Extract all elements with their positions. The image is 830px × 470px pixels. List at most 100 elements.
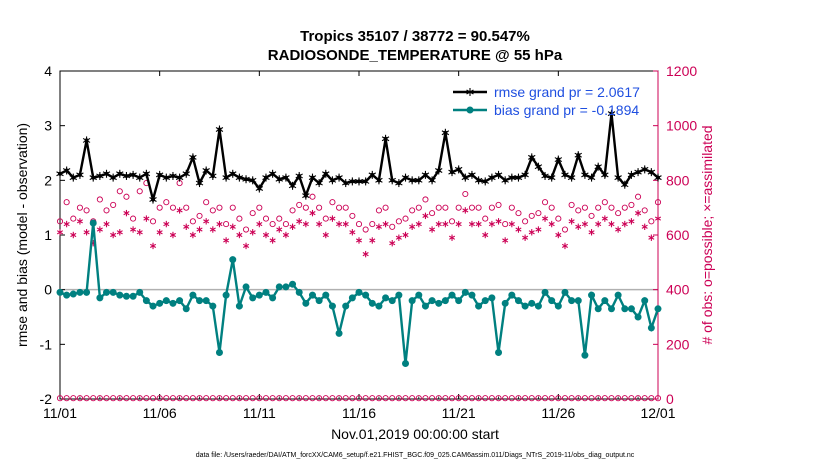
- assimilated-point: [402, 231, 409, 239]
- bias-point: [574, 297, 582, 305]
- rejected-point: [568, 395, 575, 402]
- possible-point: [203, 199, 210, 206]
- possible-point: [110, 201, 117, 208]
- possible-point: [329, 199, 336, 206]
- bias-point: [328, 302, 336, 310]
- bias-point: [634, 313, 642, 321]
- rmse-point: [634, 168, 642, 177]
- rmse-point: [135, 173, 144, 182]
- legend-bias-marker: [466, 106, 474, 114]
- assimilated-point: [203, 218, 210, 225]
- bias-point: [362, 291, 370, 299]
- rmse-point: [282, 173, 290, 182]
- rejected-point: [422, 395, 429, 402]
- x-tick-label: 11/16: [342, 405, 376, 421]
- bias-point: [647, 324, 655, 332]
- rmse-point: [375, 176, 383, 185]
- y-tick-label-right: 400: [666, 282, 690, 298]
- rejected-point: [628, 395, 635, 402]
- assimilated-point: [515, 226, 522, 233]
- rejected-point: [110, 395, 117, 402]
- possible-point: [256, 204, 263, 211]
- bias-point: [235, 302, 243, 310]
- possible-point: [429, 210, 436, 217]
- assimilated-point: [595, 220, 602, 228]
- rejected-point: [176, 395, 183, 402]
- possible-point: [229, 204, 236, 211]
- rejected-point: [209, 395, 216, 402]
- possible-point: [196, 212, 203, 219]
- assimilated-point: [329, 215, 336, 222]
- rejected-point: [83, 395, 90, 402]
- series-lines-group: [56, 109, 662, 367]
- y-tick-label-left: -1: [40, 336, 53, 352]
- bias-point: [348, 294, 356, 302]
- rejected-point: [90, 395, 97, 402]
- rejected-point: [548, 395, 555, 402]
- possible-point: [309, 193, 316, 200]
- assimilated-point: [216, 220, 223, 228]
- bias-point: [468, 291, 476, 299]
- rmse-point: [654, 173, 662, 182]
- bias-point: [581, 351, 589, 359]
- possible-point: [382, 204, 389, 211]
- assimilated-point: [236, 231, 243, 239]
- rmse-point: [594, 162, 602, 171]
- rmse-point: [56, 169, 64, 178]
- rmse-point: [322, 169, 330, 178]
- rmse-point: [315, 179, 323, 188]
- assimilated-point: [382, 220, 389, 228]
- possible-point: [302, 204, 309, 211]
- assimilated-point: [561, 242, 569, 250]
- bias-point: [641, 297, 649, 305]
- rejected-point: [468, 395, 476, 402]
- bias-point: [554, 302, 562, 310]
- possible-point: [541, 199, 549, 206]
- assimilated-point: [70, 231, 77, 239]
- bias-point: [601, 297, 609, 305]
- rejected-point: [508, 395, 515, 402]
- bias-point: [156, 299, 164, 307]
- assimilated-point: [189, 231, 196, 239]
- assimilated-point: [575, 223, 582, 230]
- y-axis-label-left: rmse and bias (model - observation): [14, 123, 30, 347]
- rejected-point: [528, 395, 535, 402]
- rejected-point: [362, 395, 369, 402]
- rmse-point: [468, 170, 476, 179]
- x-tick-label: 11/11: [243, 405, 276, 421]
- x-tick-label: 11/26: [541, 405, 575, 421]
- rejected-point: [216, 395, 223, 402]
- rejected-point: [229, 395, 236, 402]
- rejected-point: [369, 395, 376, 402]
- rejected-point: [595, 395, 602, 402]
- assimilated-point: [296, 218, 303, 225]
- assimilated-point: [130, 226, 137, 233]
- possible-point: [362, 226, 369, 233]
- rejected-point: [63, 395, 70, 402]
- bias-point: [96, 294, 104, 302]
- rejected-point: [402, 395, 409, 402]
- rmse-point: [175, 173, 184, 182]
- assimilated-point: [435, 220, 442, 228]
- y-tick-label-left: 0: [44, 282, 52, 298]
- rejected-point: [395, 395, 402, 402]
- assimilated-point: [209, 226, 216, 233]
- rmse-point: [229, 169, 237, 178]
- assimilated-point: [555, 231, 562, 239]
- assimilated-point: [635, 209, 642, 217]
- assimilated-point: [621, 220, 628, 228]
- y-axis-label-right: # of obs: o=possible; ×=assimilated: [699, 125, 715, 344]
- bias-point: [514, 297, 522, 305]
- bias-point: [69, 290, 77, 298]
- bias-point: [654, 305, 662, 313]
- x-tick-label: 11/21: [442, 405, 476, 421]
- bias-point: [528, 299, 536, 307]
- assimilated-point: [136, 229, 143, 236]
- bias-point: [222, 291, 230, 299]
- x-tick-label: 11/06: [143, 405, 177, 421]
- y-tick-label-right: 0: [666, 391, 674, 407]
- rejected-point: [282, 395, 289, 402]
- bias-point: [315, 297, 323, 305]
- possible-point: [435, 204, 442, 211]
- rmse-point: [142, 169, 151, 178]
